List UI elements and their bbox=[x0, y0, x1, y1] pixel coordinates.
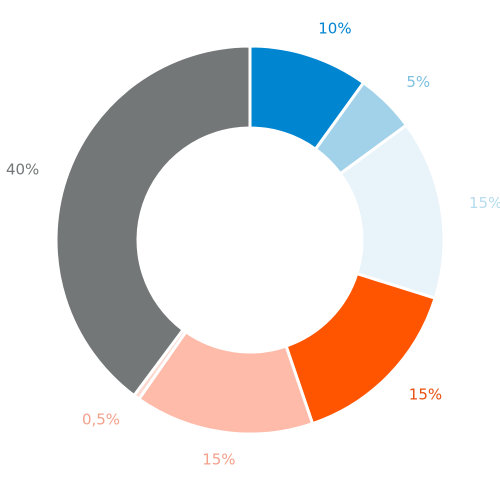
slice-label: 0,5% bbox=[82, 411, 120, 429]
slice-label: 5% bbox=[406, 73, 430, 91]
slice-label: 40% bbox=[6, 161, 39, 179]
slice-label: 15% bbox=[469, 194, 500, 212]
slice-labels: 10% 5% 15% 15% 15% 0,5% 40% bbox=[6, 19, 500, 468]
donut-slices bbox=[54, 44, 446, 436]
slice-label: 10% bbox=[318, 19, 351, 37]
slice-label: 15% bbox=[202, 450, 235, 468]
donut-slice bbox=[54, 44, 252, 398]
slice-label: 15% bbox=[409, 386, 442, 404]
